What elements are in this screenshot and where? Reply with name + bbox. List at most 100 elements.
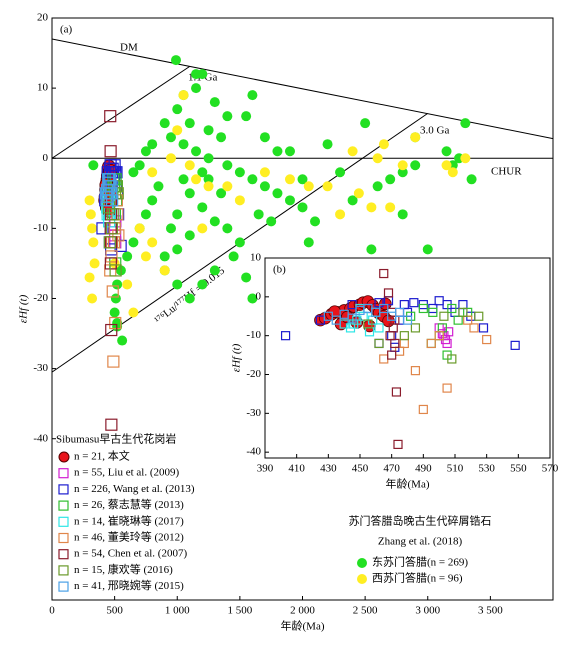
point xyxy=(478,323,489,333)
point xyxy=(197,223,208,234)
x-tick-label: 510 xyxy=(447,463,464,475)
y-tick-label: -30 xyxy=(33,362,48,374)
point xyxy=(394,307,405,317)
point xyxy=(140,209,151,220)
point xyxy=(360,118,371,129)
point xyxy=(88,237,99,248)
legend-label: n = 54, Chen et al. (2007) xyxy=(74,548,187,560)
point xyxy=(222,181,233,192)
legend-marker xyxy=(58,484,69,495)
point xyxy=(441,160,452,171)
panel-label: (b) xyxy=(273,264,286,276)
point xyxy=(434,331,444,341)
x-tick-label: 450 xyxy=(352,463,369,475)
point xyxy=(363,319,373,329)
point xyxy=(474,311,484,321)
point xyxy=(140,251,151,262)
point xyxy=(209,97,220,108)
point xyxy=(379,268,389,279)
point xyxy=(310,216,321,227)
point xyxy=(172,244,183,255)
x-tick-label: 550 xyxy=(510,463,527,475)
point xyxy=(366,244,377,255)
point xyxy=(322,181,333,192)
point xyxy=(241,111,252,122)
legend-label: n = 55, Liu et al. (2009) xyxy=(74,467,180,479)
point xyxy=(460,118,471,129)
point xyxy=(112,229,125,242)
point xyxy=(172,209,183,220)
point xyxy=(109,316,122,330)
point xyxy=(453,315,463,325)
point xyxy=(84,272,95,283)
point xyxy=(112,318,123,329)
point xyxy=(409,298,419,308)
x-tick-label: 0 xyxy=(49,605,55,617)
x-tick-label: 500 xyxy=(106,605,123,617)
x-axis-label: 年龄(Ma) xyxy=(386,477,430,491)
point xyxy=(374,323,384,333)
x-tick-label: 3 500 xyxy=(478,605,503,617)
point xyxy=(184,293,195,304)
point xyxy=(106,285,119,298)
point xyxy=(460,153,471,164)
point xyxy=(147,195,158,206)
point xyxy=(383,288,394,298)
point xyxy=(184,160,195,171)
line-label: CHUR xyxy=(491,166,522,178)
point xyxy=(390,338,400,349)
y-tick-label: -20 xyxy=(246,368,261,380)
point xyxy=(399,331,409,341)
point xyxy=(447,167,458,178)
point xyxy=(106,208,119,221)
point xyxy=(87,223,98,234)
point xyxy=(107,355,120,368)
point xyxy=(280,331,291,341)
y-tick-label: 10 xyxy=(37,82,49,94)
point xyxy=(387,350,397,360)
point xyxy=(266,216,277,227)
point xyxy=(222,223,233,234)
legend-label: n = 21, 本文 xyxy=(74,449,130,463)
point xyxy=(410,366,421,376)
point xyxy=(134,223,145,234)
point xyxy=(259,181,270,192)
point xyxy=(89,258,100,269)
legend-label: n = 14, 崔晓琳等 (2017) xyxy=(74,513,184,527)
inset-panel: 390 410 430 450 470 490 510 530 550 570 10 0 -10 -20 -… xyxy=(231,252,559,491)
x-tick-label: 390 xyxy=(257,463,274,475)
point xyxy=(247,174,258,185)
point xyxy=(385,202,396,213)
reference-line xyxy=(51,65,191,159)
legend-marker xyxy=(357,558,367,568)
point xyxy=(379,303,389,314)
point xyxy=(374,338,384,349)
point xyxy=(353,188,364,199)
point xyxy=(442,383,452,393)
point xyxy=(253,209,264,220)
point xyxy=(105,180,118,193)
point xyxy=(178,90,189,101)
point xyxy=(184,188,195,199)
point xyxy=(259,167,270,178)
point xyxy=(103,236,116,249)
point xyxy=(335,167,346,178)
point xyxy=(147,237,158,248)
x-tick-label: 3 000 xyxy=(415,605,440,617)
plot-frame xyxy=(264,257,551,459)
point xyxy=(104,110,117,123)
legend-marker xyxy=(58,565,69,576)
point xyxy=(165,153,176,164)
point xyxy=(197,167,208,178)
point xyxy=(418,303,428,314)
point xyxy=(272,188,283,199)
point xyxy=(85,209,96,220)
point xyxy=(216,188,227,199)
legend-label: 东苏门答腊(n = 269) xyxy=(372,555,468,569)
legend-title: 苏门答腊岛晚古生代碎屑锆石 xyxy=(349,514,492,528)
y-axis-label: εHf (t) xyxy=(18,294,30,323)
point xyxy=(510,340,520,350)
point xyxy=(172,279,183,290)
point xyxy=(191,83,202,94)
point xyxy=(209,265,220,276)
